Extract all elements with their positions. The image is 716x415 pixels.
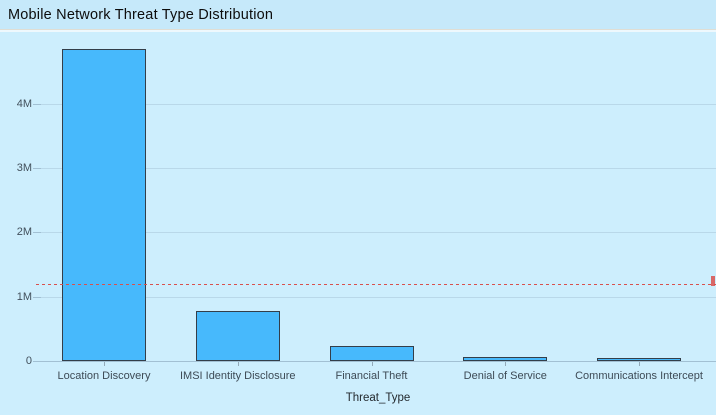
y-gridline-3M	[40, 168, 716, 170]
y-gridline-0	[40, 361, 716, 362]
x-tick-label-3: Denial of Service	[463, 370, 547, 382]
reference-line-clipped-label	[711, 275, 715, 286]
x-tick-mark-2	[371, 362, 373, 366]
chart-header: Mobile Network Threat Type Distribution	[0, 0, 716, 30]
bar-financial-theft[interactable]	[329, 345, 414, 361]
y-tick-mark-4M	[33, 103, 41, 105]
x-axis-title: Threat_Type	[345, 392, 411, 404]
y-gridline-4M	[40, 103, 716, 105]
x-tick-label-4: Communications Intercept	[575, 370, 703, 382]
y-tick-mark-0	[33, 361, 41, 362]
x-tick-mark-1	[237, 362, 239, 366]
y-tick-label-4M: 4M	[16, 97, 32, 110]
x-tick-mark-4	[639, 362, 640, 366]
bar-location-discovery[interactable]	[62, 49, 146, 361]
y-gridline-1M	[40, 296, 716, 298]
y-tick-mark-2M	[33, 232, 41, 234]
chart-title: Mobile Network Threat Type Distribution	[8, 7, 274, 23]
header-separator	[0, 30, 716, 32]
bar-denial-of-service[interactable]	[463, 357, 548, 361]
y-tick-label-0: 0	[25, 355, 32, 367]
y-tick-label-1M: 1M	[16, 290, 32, 303]
x-tick-label-1: IMSI Identity Disclosure	[179, 370, 296, 382]
y-tick-mark-3M	[33, 168, 41, 170]
y-tick-label-3M: 3M	[16, 162, 32, 175]
y-gridline-2M	[40, 232, 716, 234]
x-tick-label-2: Financial Theft	[335, 370, 408, 382]
y-tick-label-2M: 2M	[16, 226, 32, 239]
bar-communications-intercept[interactable]	[597, 357, 681, 361]
x-tick-mark-3	[505, 362, 507, 366]
x-tick-label-0: Location Discovery	[57, 370, 151, 382]
y-tick-mark-1M	[33, 296, 41, 298]
x-tick-mark-0	[104, 362, 105, 366]
bar-imsi-identity-disclosure[interactable]	[195, 311, 280, 361]
reference-line	[36, 283, 716, 285]
